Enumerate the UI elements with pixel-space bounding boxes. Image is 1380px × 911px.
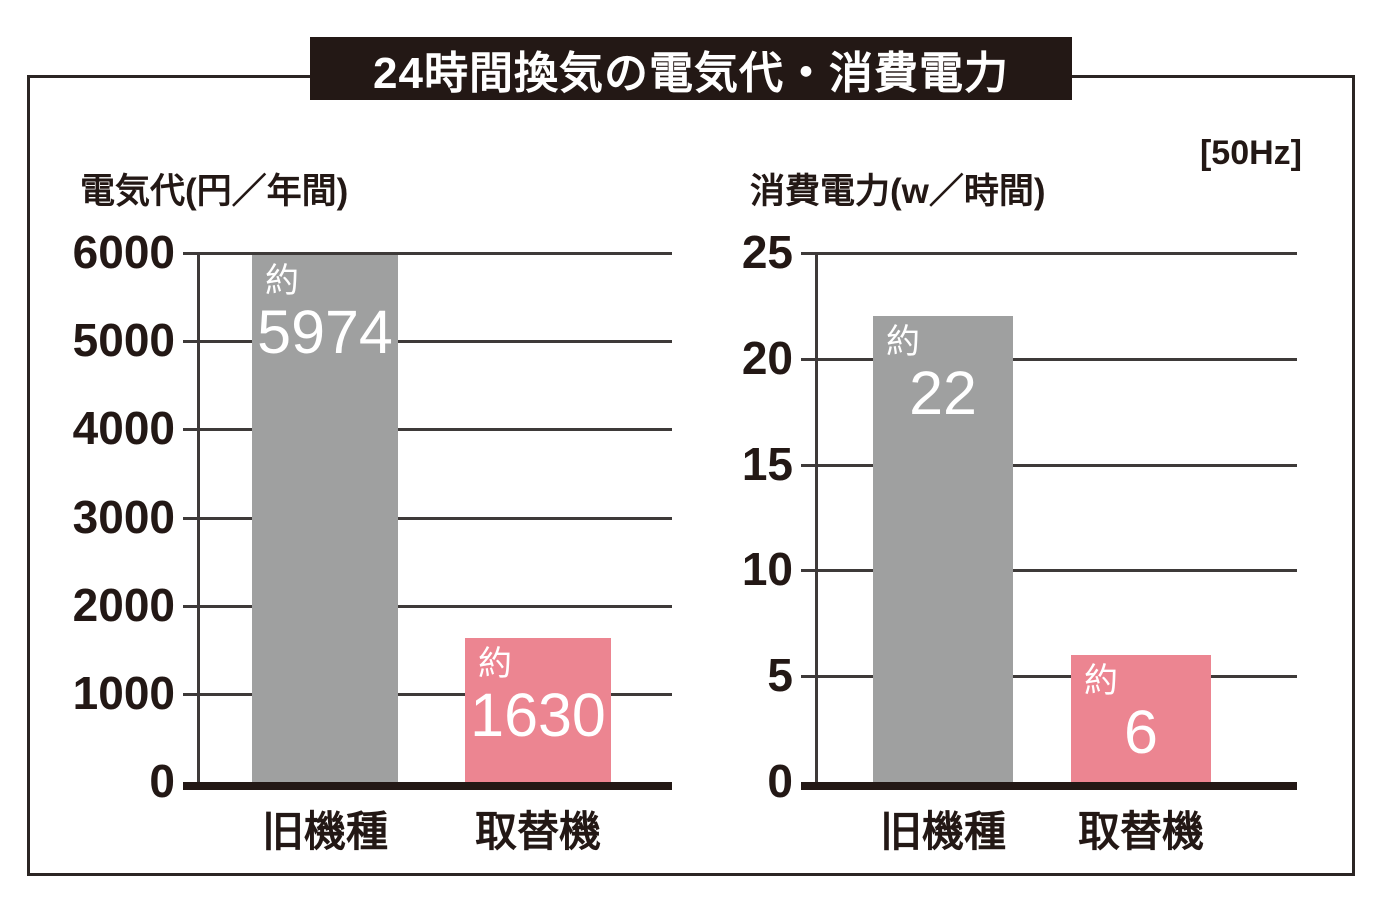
y-axis-tick-label: 15	[741, 437, 793, 490]
y-axis-line	[197, 253, 200, 782]
y-axis-tick-label: 20	[741, 331, 793, 384]
bar-approx-label: 約	[265, 262, 299, 300]
x-axis-baseline	[801, 782, 1297, 790]
title-banner: 24時間換気の電気代・消費電力	[310, 37, 1072, 100]
x-axis-baseline	[183, 782, 672, 790]
bar-取替機: 約 1630	[465, 638, 611, 782]
bar-旧機種: 約 22	[873, 316, 1013, 782]
bar-approx-label: 約	[478, 645, 512, 683]
y-axis-tick-label: 0	[149, 755, 175, 807]
bar-approx-label: 約	[1084, 662, 1118, 700]
gridline	[801, 357, 1297, 361]
y-axis-tick-label: 6000	[72, 226, 175, 278]
y-axis-tick-label: 5	[767, 649, 793, 702]
y-axis-tick-label: 5000	[72, 314, 175, 367]
bar-approx-label: 約	[886, 323, 920, 361]
power-consumption-plot-area: 0 5 10 15 20 25 約 22 旧機種約 6 取替機	[742, 229, 1297, 855]
electricity-cost-plot-area: 0 1000 2000 3000 4000 5000 6000 約 5974 旧機種約 1630 取替…	[73, 229, 672, 855]
gridline	[801, 252, 1297, 255]
y-axis-tick-label: 2000	[72, 578, 175, 631]
category-label-取替機: 取替機	[474, 808, 602, 855]
bar-value-label: 1630	[470, 681, 606, 750]
category-label-旧機種: 旧機種	[879, 808, 1007, 855]
y-axis-tick-label: 3000	[72, 490, 175, 543]
y-axis-tick-label: 1000	[72, 666, 175, 719]
bar-value-label: 22	[909, 359, 977, 428]
gridline	[801, 675, 1297, 679]
gridline	[183, 516, 672, 520]
gridline	[183, 604, 672, 608]
y-axis-tick-label: 0	[767, 755, 793, 807]
y-axis-tick-label: 25	[741, 226, 793, 278]
y-axis-line	[815, 253, 818, 782]
electricity-cost-chart-title: 電気代(円／年間)	[80, 172, 349, 211]
bar-旧機種: 約 5974	[252, 255, 398, 782]
gridline	[183, 252, 672, 255]
bar-value-label: 5974	[257, 298, 393, 367]
frequency-note: [50Hz]	[1199, 134, 1302, 172]
gridline	[183, 340, 672, 344]
page-title: 24時間換気の電気代・消費電力	[373, 48, 1009, 98]
bar-value-label: 6	[1124, 698, 1158, 767]
gridline	[183, 428, 672, 432]
y-axis-tick-label: 4000	[72, 402, 175, 455]
gridline	[183, 692, 672, 696]
power-consumption-chart-title: 消費電力(w／時間)	[750, 172, 1046, 211]
gridline	[801, 569, 1297, 573]
category-label-取替機: 取替機	[1077, 808, 1205, 855]
gridline	[801, 463, 1297, 467]
category-label-旧機種: 旧機種	[261, 808, 389, 855]
y-axis-tick-label: 10	[741, 543, 793, 596]
